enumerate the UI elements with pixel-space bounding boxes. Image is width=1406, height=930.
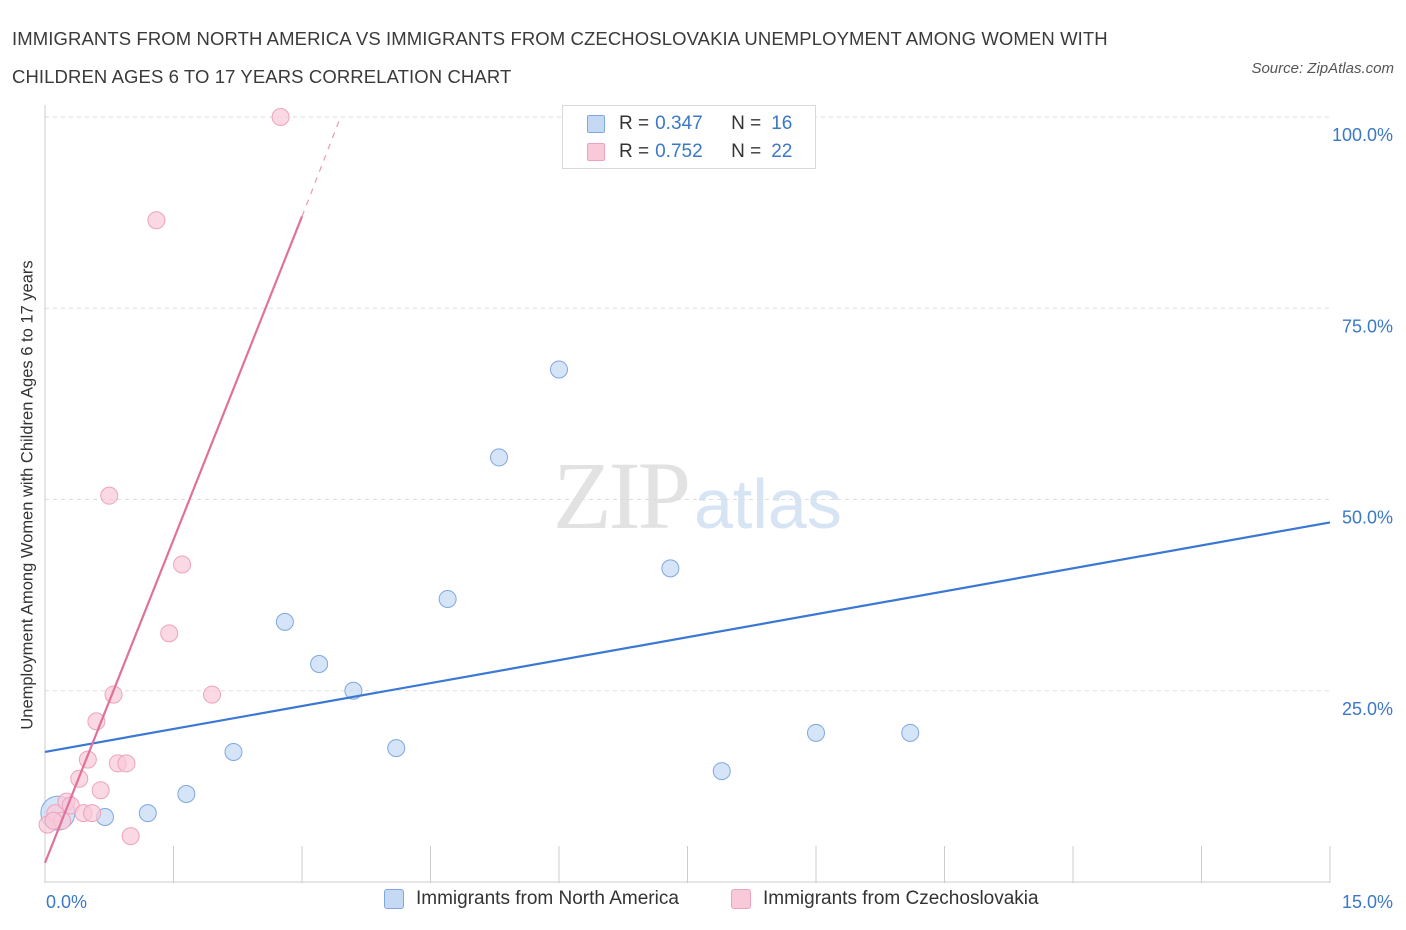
- y-tick-label: 50.0%: [1342, 508, 1393, 528]
- x-tick-label: 15.0%: [1342, 892, 1393, 912]
- legend-swatch-pink: [731, 889, 751, 909]
- y-tick-label: 25.0%: [1342, 699, 1393, 719]
- n-value: 22: [771, 141, 793, 162]
- point-north-america: [712, 762, 731, 781]
- point-north-america: [275, 612, 294, 631]
- stats-legend: R = 0.347 N = 16 R = 0.752 N = 22: [562, 105, 816, 169]
- y-tick-label: 75.0%: [1342, 316, 1393, 336]
- n-value: 16: [771, 113, 793, 134]
- trend-line-extension: [301, 116, 342, 217]
- point-north-america: [310, 654, 329, 673]
- point-czechoslovakia: [100, 486, 119, 505]
- trend-line-czechoslovakia: [43, 216, 304, 864]
- trend-line-north-america: [44, 521, 1331, 754]
- source-label: Source: ZipAtlas.com: [1251, 60, 1394, 77]
- point-czechoslovakia: [160, 624, 179, 643]
- x-tick-label: 0.0%: [46, 892, 87, 912]
- point-czechoslovakia: [271, 108, 290, 126]
- legend-swatch-blue: [384, 889, 404, 909]
- point-north-america: [224, 742, 243, 761]
- legend-swatch-pink: [587, 143, 605, 161]
- r-label: R =: [619, 141, 650, 162]
- point-north-america: [490, 448, 509, 467]
- legend-item-north-america: Immigrants from North America: [384, 888, 679, 910]
- legend-label: Immigrants from North America: [416, 888, 679, 909]
- point-czechoslovakia: [203, 685, 222, 704]
- y-tick-label: 100.0%: [1332, 125, 1393, 145]
- point-north-america: [550, 360, 568, 379]
- point-north-america: [387, 739, 406, 758]
- point-north-america: [661, 559, 680, 578]
- point-czechoslovakia: [173, 555, 192, 574]
- point-north-america: [807, 723, 825, 742]
- stats-row-czechoslovakia: R = 0.752 N = 22: [587, 139, 792, 165]
- r-label: R =: [619, 113, 650, 134]
- legend-label: Immigrants from Czechoslovakia: [763, 888, 1039, 909]
- point-north-america: [438, 589, 457, 608]
- watermark-atlas: atlas: [694, 465, 842, 543]
- watermark: ZIPatlas: [553, 440, 842, 551]
- point-czechoslovakia: [117, 754, 136, 773]
- point-czechoslovakia: [91, 781, 110, 800]
- point-north-america: [177, 785, 196, 804]
- n-label: N =: [731, 113, 762, 134]
- point-czechoslovakia: [121, 827, 140, 846]
- point-north-america: [901, 723, 920, 742]
- r-value: 0.752: [655, 141, 703, 162]
- legend-item-czechoslovakia: Immigrants from Czechoslovakia: [731, 888, 1039, 910]
- series-legend: Immigrants from North America Immigrants…: [0, 888, 1406, 916]
- point-czechoslovakia: [83, 804, 102, 823]
- stats-row-north-america: R = 0.347 N = 16: [587, 111, 792, 137]
- point-north-america: [138, 804, 157, 823]
- legend-swatch-blue: [587, 115, 605, 133]
- point-czechoslovakia: [147, 211, 166, 230]
- n-label: N =: [731, 141, 762, 162]
- r-value: 0.347: [655, 113, 703, 134]
- watermark-zip: ZIP: [553, 442, 691, 549]
- chart-title: IMMIGRANTS FROM NORTH AMERICA VS IMMIGRA…: [12, 28, 1108, 87]
